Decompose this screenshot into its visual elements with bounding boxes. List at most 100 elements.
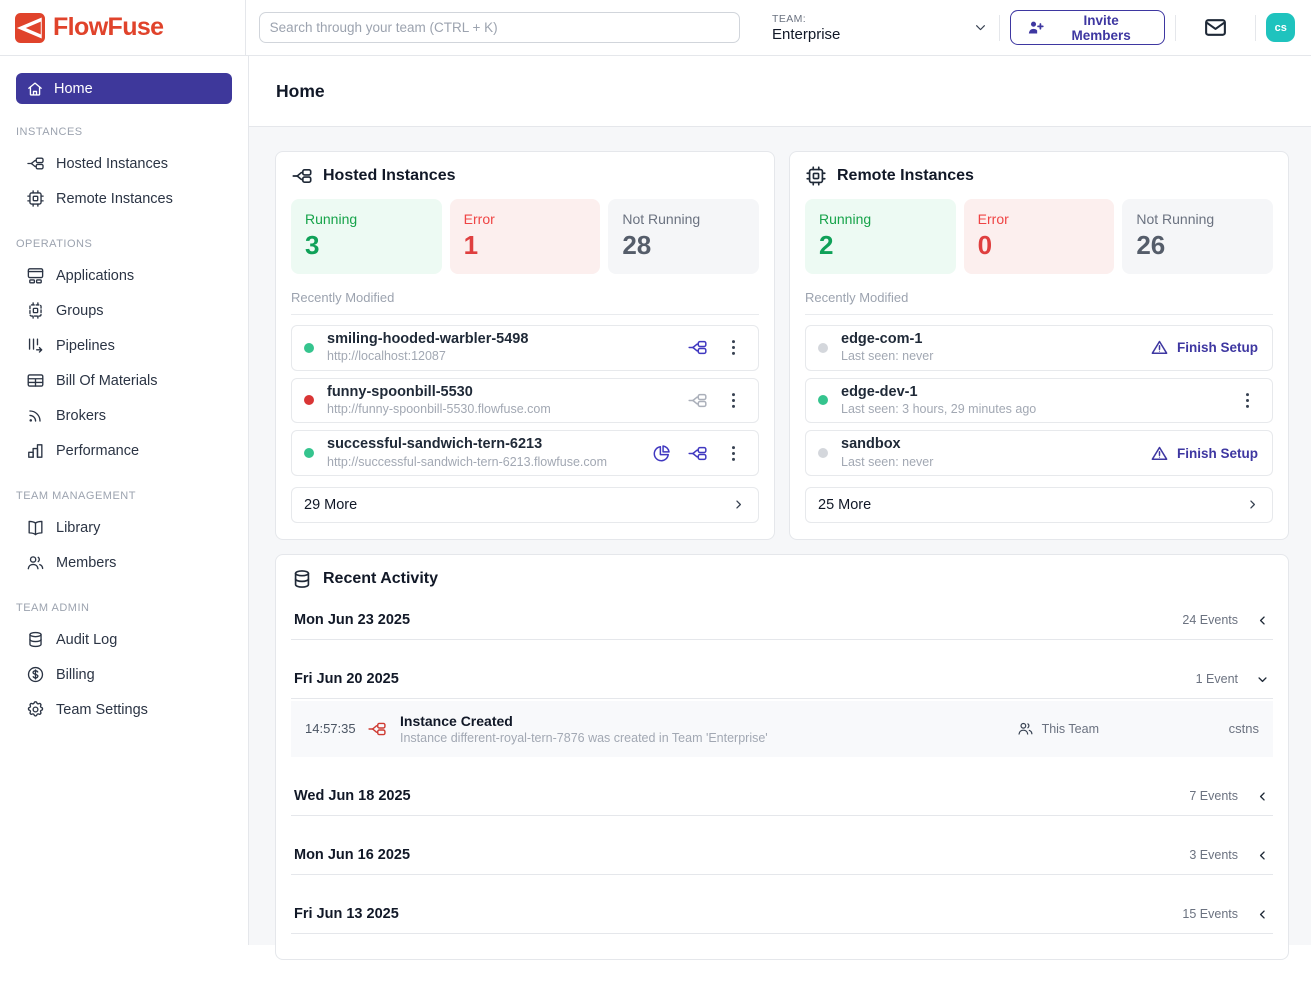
chevron-down-icon (1255, 672, 1270, 687)
finish-setup-button[interactable]: Finish Setup (1150, 338, 1258, 357)
kebab-menu-icon[interactable] (723, 443, 744, 464)
rss-icon (26, 406, 45, 425)
chevron-right-icon (731, 497, 746, 512)
dashboard-icon[interactable] (651, 443, 672, 464)
sidebar-item-remote-instances[interactable]: Remote Instances (0, 181, 248, 216)
instance-meta: Last seen: never (841, 454, 934, 469)
recently-modified-label: Recently Modified (805, 290, 1273, 315)
kebab-menu-icon[interactable] (723, 337, 744, 358)
node-red-editor-icon[interactable] (687, 337, 708, 358)
remote-more-button[interactable]: 25 More (805, 486, 1273, 523)
event-scope: This Team (1017, 720, 1099, 737)
event-title: Instance Created (400, 712, 513, 729)
sidebar-item-home[interactable]: Home (16, 73, 232, 104)
activity-date: Mon Jun 23 2025 (294, 612, 411, 629)
warning-triangle-icon (1150, 444, 1169, 463)
sidebar-item-applications[interactable]: Applications (0, 258, 248, 293)
stat-value: 28 (622, 230, 652, 260)
stat-error: Error 1 (449, 199, 601, 274)
divider (998, 14, 1000, 41)
stat-value: 3 (305, 230, 320, 260)
activity-day-header[interactable]: Fri Jun 13 2025 15 Events (291, 896, 1273, 934)
instance-row[interactable]: edge-dev-1 Last seen: 3 hours, 29 minute… (805, 377, 1273, 424)
divider (1255, 14, 1257, 41)
node-red-editor-icon[interactable] (687, 390, 708, 411)
chip-icon (26, 189, 45, 208)
instance-name: edge-com-1 (841, 331, 923, 347)
avatar[interactable]: cs (1266, 13, 1295, 42)
instance-row[interactable]: successful-sandwich-tern-6213 http://suc… (291, 430, 759, 476)
kebab-menu-icon[interactable] (723, 390, 744, 411)
sidebar-item-hosted-instances[interactable]: Hosted Instances (0, 146, 248, 181)
chevron-right-icon (1245, 497, 1260, 512)
activity-day-header[interactable]: Mon Jun 23 2025 24 Events (291, 602, 1273, 640)
dollar-icon (26, 665, 45, 684)
page-header: Home (249, 56, 1311, 127)
activity-day-header[interactable]: Mon Jun 16 2025 3 Events (291, 837, 1273, 875)
activity-date: Wed Jun 18 2025 (294, 788, 411, 805)
user-plus-icon (1026, 18, 1045, 37)
finish-setup-button[interactable]: Finish Setup (1150, 444, 1258, 463)
instance-name: funny-spoonbill-5530 (327, 383, 473, 400)
activity-day-header[interactable]: Fri Jun 20 2025 1 Event (291, 661, 1273, 699)
stat-running: Running 3 (291, 199, 442, 274)
instance-name: edge-dev-1 (841, 383, 918, 400)
activity-day-group: Mon Jun 16 2025 3 Events (291, 837, 1273, 875)
instance-meta: http://funny-spoonbill-5530.flowfuse.com (327, 402, 551, 417)
activity-day-header[interactable]: Wed Jun 18 2025 7 Events (291, 778, 1273, 816)
instance-row[interactable]: sandbox Last seen: never Finish Setup (805, 430, 1273, 476)
events-count: 24 Events (1182, 613, 1238, 628)
flowfuse-logo[interactable]: FlowFuse (0, 0, 246, 55)
instance-row[interactable]: edge-com-1 Last seen: never Finish Setup (805, 325, 1273, 371)
table-icon (26, 371, 45, 390)
top-bar: FlowFuse TEAM: Enterprise Invite Members… (0, 0, 1311, 56)
apps-icon (26, 266, 45, 285)
team-name: Enterprise (772, 25, 841, 43)
activity-date: Fri Jun 20 2025 (294, 671, 399, 688)
sidebar-section: OPERATIONS Applications Groups Pipelines… (0, 238, 248, 468)
sidebar-section-title: OPERATIONS (16, 238, 93, 250)
hosted-more-button[interactable]: 29 More (291, 486, 759, 523)
sidebar-section-title: INSTANCES (16, 126, 83, 138)
status-dot (304, 448, 314, 459)
team-selector[interactable]: TEAM: Enterprise (772, 13, 989, 43)
sidebar-item-brokers[interactable]: Brokers (0, 398, 248, 433)
sidebar-item-team-settings[interactable]: Team Settings (0, 692, 248, 727)
node-red-editor-icon[interactable] (687, 443, 708, 464)
instance-row[interactable]: funny-spoonbill-5530 http://funny-spoonb… (291, 377, 759, 424)
status-dot (818, 342, 828, 353)
sidebar-item-performance[interactable]: Performance (0, 433, 248, 468)
instance-row[interactable]: smiling-hooded-warbler-5498 http://local… (291, 325, 759, 371)
activity-date: Mon Jun 16 2025 (294, 847, 411, 864)
warning-triangle-icon (1150, 338, 1169, 357)
stat-value: 2 (819, 230, 834, 260)
kebab-menu-icon[interactable] (1237, 390, 1258, 411)
divider (1175, 14, 1177, 41)
instance-meta: http://successful-sandwich-tern-6213.flo… (327, 454, 607, 469)
db-icon (26, 630, 45, 649)
status-dot (304, 395, 314, 406)
sidebar-item-billing[interactable]: Billing (0, 657, 248, 692)
sidebar-item-audit-log[interactable]: Audit Log (0, 622, 248, 657)
sidebar-section: INSTANCES Hosted Instances Remote Instan… (0, 126, 248, 216)
flowfuse-logo-icon (15, 12, 45, 43)
sidebar-item-pipelines[interactable]: Pipelines (0, 328, 248, 363)
sidebar-item-members[interactable]: Members (0, 545, 248, 580)
invite-members-button[interactable]: Invite Members (1009, 10, 1166, 45)
instance-name: smiling-hooded-warbler-5498 (327, 331, 529, 347)
activity-day-group: Wed Jun 18 2025 7 Events (291, 778, 1273, 816)
instance-name: successful-sandwich-tern-6213 (327, 436, 543, 453)
sidebar: Home INSTANCES Hosted Instances Remote I… (0, 56, 249, 945)
sidebar-item-library[interactable]: Library (0, 510, 248, 545)
stat-error: Error 0 (963, 199, 1115, 274)
sidebar-item-groups[interactable]: Groups (0, 293, 248, 328)
chevron-left-icon (1255, 907, 1270, 922)
gear-icon (26, 700, 45, 719)
stat-not-running: Not Running 28 (608, 199, 760, 274)
sidebar-item-bill-of-materials[interactable]: Bill Of Materials (0, 363, 248, 398)
stat-label: Not Running (1136, 211, 1215, 227)
remote-instances-card: Remote Instances Running 2 Error 0 Not R… (789, 151, 1289, 540)
search-input[interactable] (258, 12, 741, 43)
status-dot (304, 342, 314, 353)
notifications-button[interactable] (1203, 15, 1228, 40)
